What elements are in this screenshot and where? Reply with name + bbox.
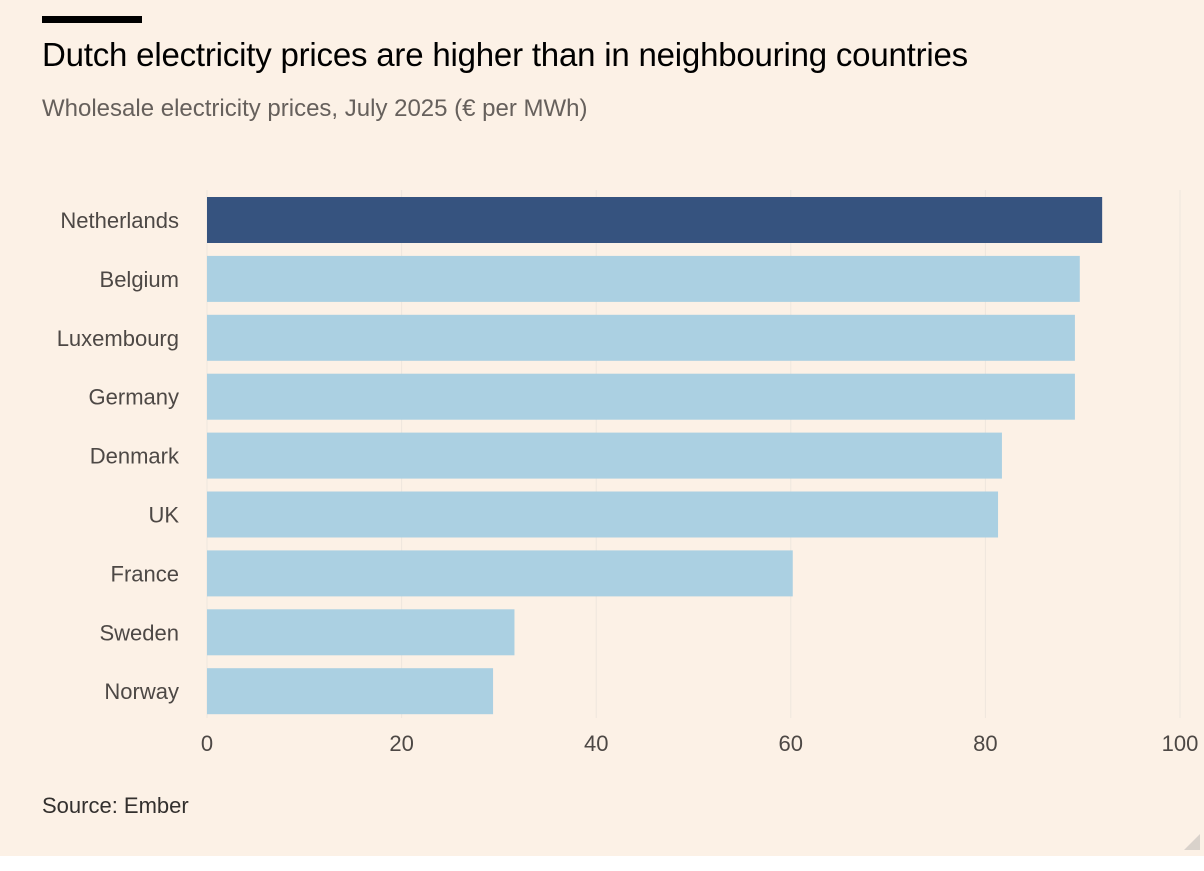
category-label: Norway <box>104 679 179 704</box>
category-labels: Netherlands Belgium Luxembourg Germany Denma… <box>57 208 180 704</box>
category-label: Belgium <box>100 267 179 292</box>
bars <box>207 197 1103 715</box>
category-label: UK <box>148 503 179 528</box>
header-rule <box>42 16 142 23</box>
bar <box>207 197 1103 243</box>
bar-chart: Netherlands Belgium Luxembourg Germany Denma… <box>57 190 1198 756</box>
x-tick-label: 80 <box>973 731 997 756</box>
x-tick-label: 40 <box>584 731 608 756</box>
x-tick-label: 100 <box>1162 731 1199 756</box>
category-label: Sweden <box>99 620 179 645</box>
category-label: Luxembourg <box>57 326 179 351</box>
x-tick-label: 20 <box>389 731 413 756</box>
resize-handle-icon[interactable] <box>1184 834 1200 850</box>
chart-title: Dutch electricity prices are higher than… <box>42 36 968 73</box>
bar <box>207 609 515 656</box>
category-label: France <box>111 561 179 586</box>
bar <box>207 314 1075 361</box>
bar <box>207 255 1080 302</box>
category-label: Germany <box>89 385 179 410</box>
bar <box>207 550 793 597</box>
bar <box>207 491 999 538</box>
x-tick-label: 0 <box>201 731 213 756</box>
bar <box>207 373 1075 420</box>
category-label: Denmark <box>90 444 180 469</box>
bar <box>207 668 494 715</box>
bar <box>207 432 1002 479</box>
category-label: Netherlands <box>60 208 179 233</box>
x-axis-ticks: 0 20 40 60 80 100 <box>201 731 1198 756</box>
x-tick-label: 60 <box>779 731 803 756</box>
chart-subtitle: Wholesale electricity prices, July 2025 … <box>42 95 588 122</box>
source-note: Source: Ember <box>42 793 189 818</box>
